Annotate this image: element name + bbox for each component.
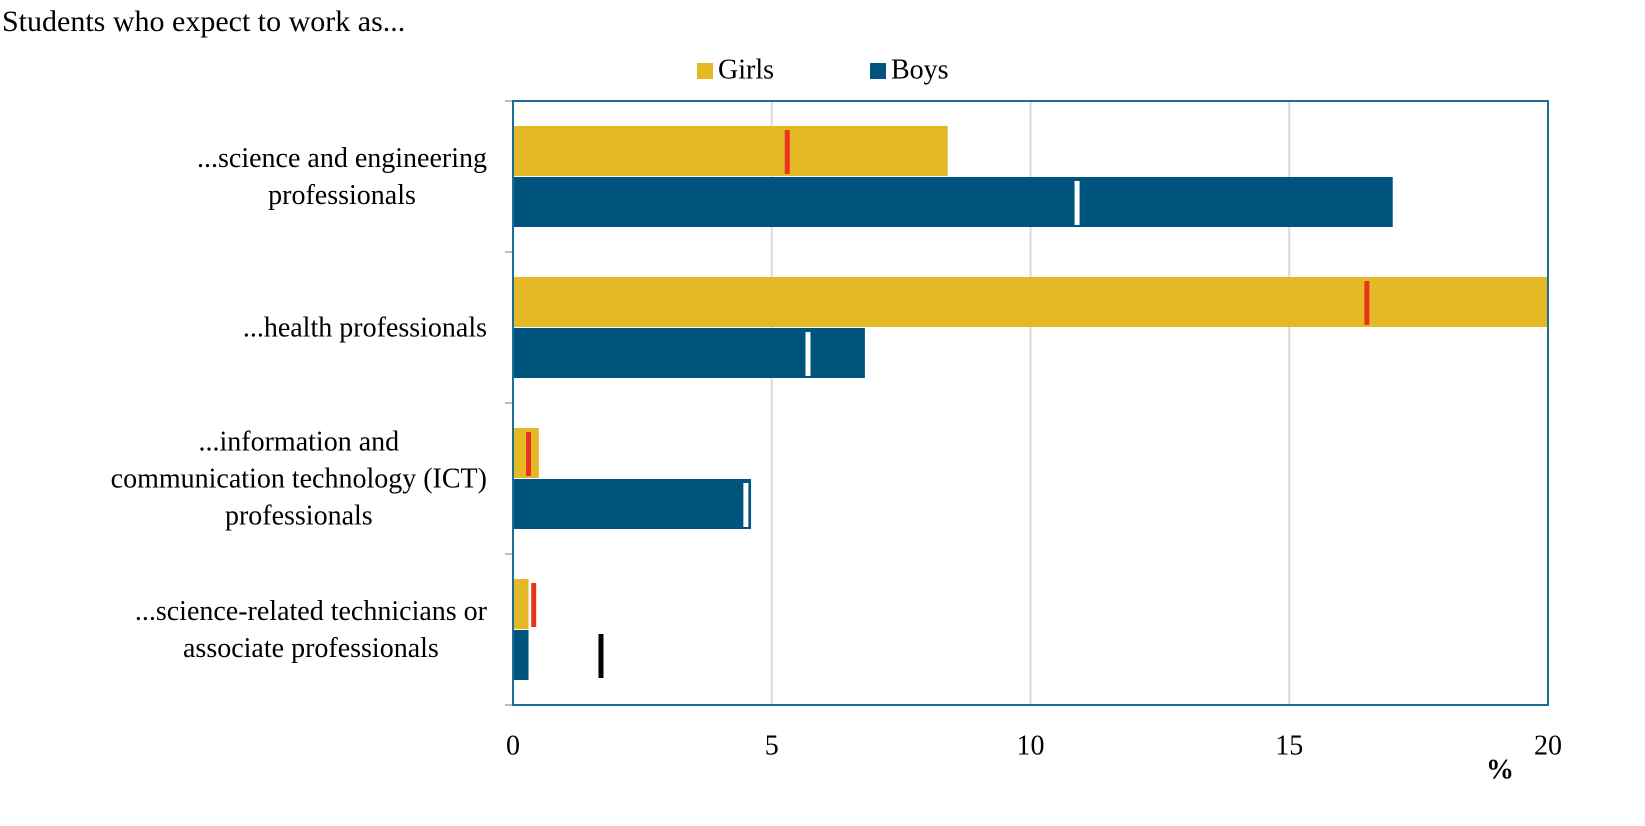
bar <box>513 579 529 629</box>
category-label: ...science-related technicians or associ… <box>134 595 487 664</box>
bar <box>513 479 752 529</box>
x-tick-label: 20 <box>1534 730 1562 761</box>
x-tick-label: 5 <box>765 730 779 761</box>
category-label: ...health professionals <box>242 312 487 343</box>
legend-label: Girls <box>718 54 774 85</box>
x-tick-label: 0 <box>506 730 520 761</box>
bar <box>513 328 865 378</box>
legend-label: Boys <box>891 54 949 85</box>
x-axis-label: % <box>1486 754 1514 785</box>
x-tick-label: 10 <box>1017 730 1045 761</box>
chart-title: Students who expect to work as... <box>2 5 405 38</box>
bar <box>513 630 529 680</box>
bar <box>513 277 1548 327</box>
category-label: ...science and engineering professionals <box>197 142 487 211</box>
legend-swatch <box>697 63 713 79</box>
x-tick-label: 15 <box>1275 730 1303 761</box>
bar <box>513 428 539 478</box>
legend-swatch <box>870 63 886 79</box>
bar <box>513 126 948 176</box>
plot-border <box>512 100 1549 706</box>
bar <box>513 177 1393 227</box>
category-label: ...information and communication technol… <box>110 426 487 531</box>
